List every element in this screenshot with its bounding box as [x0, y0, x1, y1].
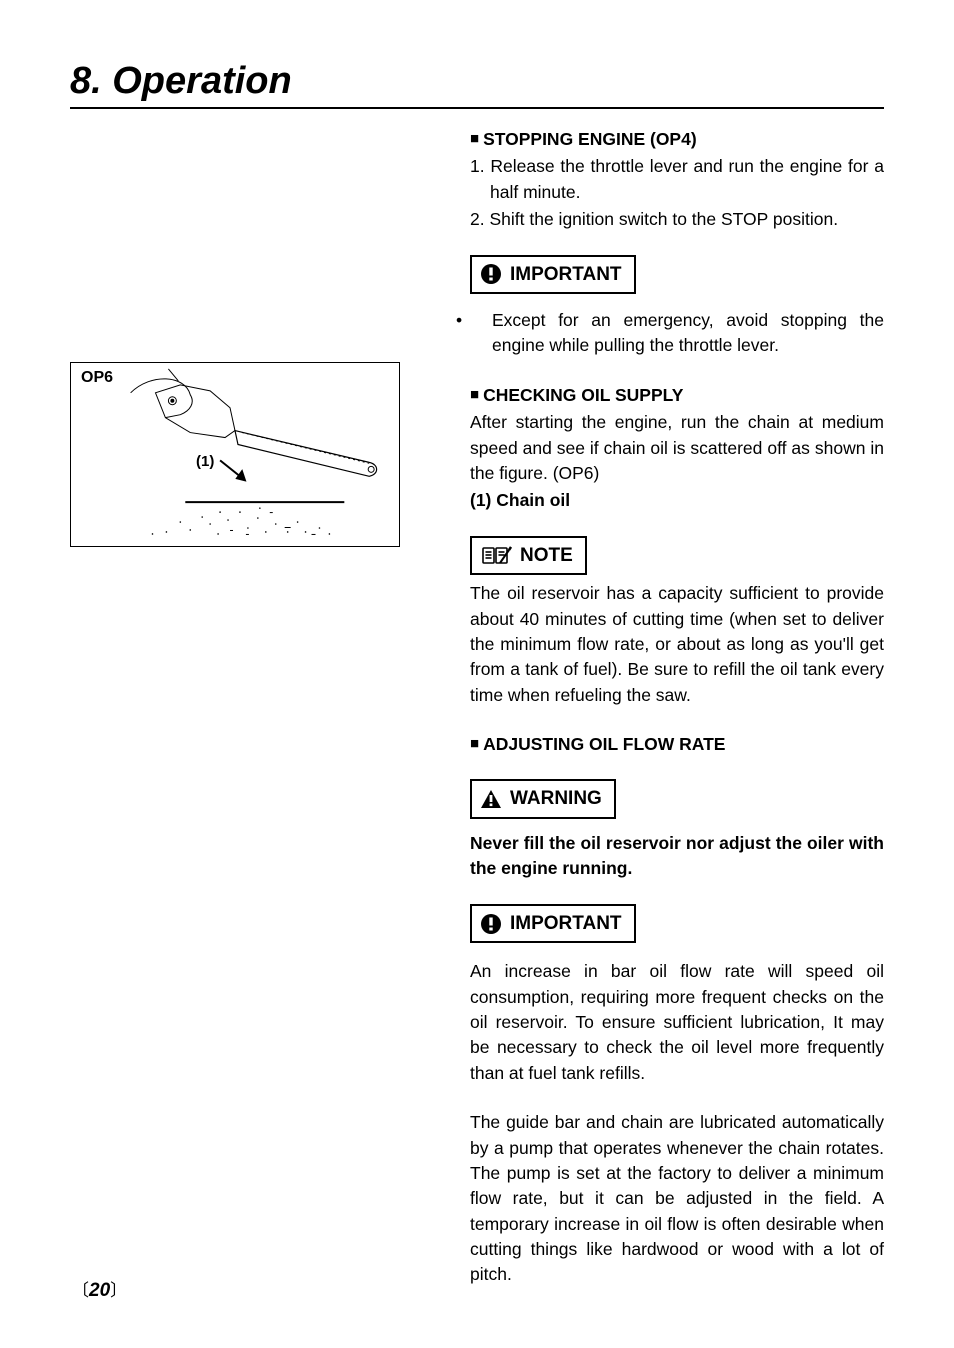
square-bullet-icon: ■ — [470, 130, 479, 147]
note-callout: NOTE — [470, 536, 587, 576]
stopping-item-1-text: Release the throttle lever and run the e… — [490, 156, 884, 201]
page-number: 〔20〕 — [72, 1276, 127, 1302]
warning-body: Never fill the oil reservoir nor adjust … — [470, 831, 884, 882]
stopping-item-2: 2. Shift the ignition switch to the STOP… — [470, 207, 884, 232]
stopping-engine-heading: ■STOPPING ENGINE (OP4) — [470, 127, 884, 152]
page-bracket-close: 〕 — [110, 1281, 127, 1300]
bullet-dot: • — [474, 308, 492, 333]
square-bullet-icon: ■ — [470, 735, 479, 752]
checking-oil-body: After starting the engine, run the chain… — [470, 410, 884, 486]
two-column-layout: OP6 (1) — [70, 127, 884, 1288]
list-number-1: 1. — [470, 156, 485, 176]
title-rule — [70, 107, 884, 109]
warning-callout: WARNING — [470, 779, 616, 819]
important-2-body-2: The guide bar and chain are lubricated a… — [470, 1110, 884, 1288]
square-bullet-icon: ■ — [470, 386, 479, 403]
checking-oil-item-1: (1) Chain oil — [470, 488, 884, 513]
checking-oil-heading-text: CHECKING OIL SUPPLY — [483, 385, 683, 405]
warning-icon — [480, 789, 502, 809]
important-2-label: IMPORTANT — [510, 910, 622, 938]
note-icon — [482, 545, 512, 565]
important-1-label: IMPORTANT — [510, 261, 622, 289]
figure-op6: OP6 (1) — [70, 362, 400, 547]
list-number-2: 2. — [470, 209, 485, 229]
warning-label: WARNING — [510, 785, 602, 813]
page-number-value: 20 — [89, 1280, 110, 1301]
important-1-text: Except for an emergency, avoid stopping … — [492, 310, 884, 355]
adjusting-heading-text: ADJUSTING OIL FLOW RATE — [483, 734, 725, 754]
stopping-engine-heading-text: STOPPING ENGINE (OP4) — [483, 129, 697, 149]
important-icon — [480, 263, 502, 285]
right-column: ■STOPPING ENGINE (OP4) 1. Release the th… — [470, 127, 884, 1288]
adjusting-heading: ■ADJUSTING OIL FLOW RATE — [470, 732, 884, 757]
important-1-bullet: •Except for an emergency, avoid stopping… — [470, 308, 884, 359]
important-callout-2: IMPORTANT — [470, 904, 636, 944]
checking-oil-heading: ■CHECKING OIL SUPPLY — [470, 383, 884, 408]
important-icon — [480, 913, 502, 935]
stopping-item-1: 1. Release the throttle lever and run th… — [470, 154, 884, 205]
op6-illustration — [71, 363, 399, 547]
left-column: OP6 (1) — [70, 127, 440, 1288]
note-label: NOTE — [520, 542, 573, 570]
stopping-item-2-text: Shift the ignition switch to the STOP po… — [489, 209, 838, 229]
page-bracket-open: 〔 — [72, 1281, 89, 1300]
note-body: The oil reservoir has a capacity suffici… — [470, 581, 884, 708]
chapter-title: 8. Operation — [70, 60, 884, 103]
important-2-body-1: An increase in bar oil flow rate will sp… — [470, 959, 884, 1086]
important-callout-1: IMPORTANT — [470, 255, 636, 295]
